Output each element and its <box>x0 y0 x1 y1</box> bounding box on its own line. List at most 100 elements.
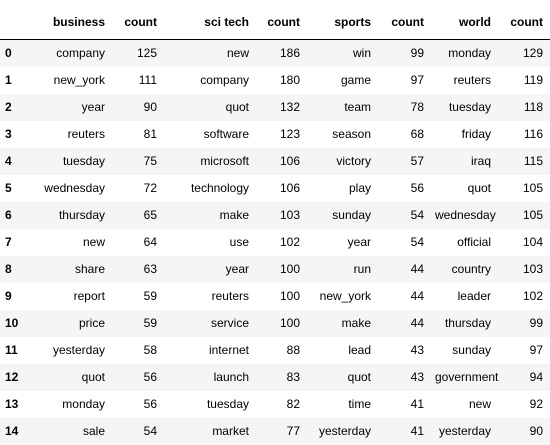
word-cell: quot <box>347 370 371 384</box>
row-index: 12 <box>5 370 19 384</box>
word-cell: thursday <box>444 316 491 330</box>
count-cell: 118 <box>523 100 543 114</box>
count-cell: 82 <box>286 397 300 411</box>
count-cell: 78 <box>410 100 424 114</box>
count-cell: 57 <box>410 154 424 168</box>
row-index: 10 <box>5 316 19 330</box>
count-cell: 44 <box>410 289 424 303</box>
index-header <box>0 6 31 40</box>
count-cell: 100 <box>279 262 300 276</box>
header-row: business count sci tech count sports count wor… <box>0 6 550 40</box>
count-cell: 115 <box>523 154 543 168</box>
word-cell: make <box>219 208 249 222</box>
table-body: 0 company 125 new 186 win 99 monday 129 1 new_york… <box>0 39 550 445</box>
count-cell: 44 <box>410 316 424 330</box>
word-cell: country <box>451 262 491 276</box>
word-cell: wednesday <box>435 208 496 222</box>
row-index: 6 <box>5 208 12 222</box>
word-cell: victory <box>336 154 371 168</box>
count-cell: 102 <box>279 235 300 249</box>
count-cell: 99 <box>529 316 543 330</box>
count-cell: 54 <box>410 208 424 222</box>
word-cell: company <box>200 73 249 87</box>
table-row: 10 price 59 service 100 make 44 thursday 99 <box>0 310 550 337</box>
count-cell: 83 <box>286 370 300 384</box>
count-cell: 97 <box>529 343 543 357</box>
word-cell: microsoft <box>200 154 249 168</box>
count-cell: 43 <box>410 343 424 357</box>
word-cell: quot <box>467 181 491 195</box>
count-cell: 58 <box>143 343 157 357</box>
table-row: 0 company 125 new 186 win 99 monday 129 <box>0 39 550 67</box>
count-cell: 104 <box>522 235 543 249</box>
count-cell: 56 <box>143 397 157 411</box>
word-cell: friday <box>461 127 491 141</box>
word-cell: year <box>225 262 249 276</box>
row-index: 7 <box>5 235 12 249</box>
word-cell: sunday <box>452 343 491 357</box>
table-row: 3 reuters 81 software 123 season 68 friday 116 <box>0 121 550 148</box>
table-row: 4 tuesday 75 microsoft 106 victory 57 iraq 115 <box>0 148 550 175</box>
word-cell: tuesday <box>206 397 249 411</box>
count-cell: 111 <box>138 73 157 87</box>
word-cell: software <box>203 127 249 141</box>
count-cell: 75 <box>143 154 157 168</box>
word-cell: run <box>353 262 371 276</box>
table-row: 8 share 63 year 100 run 44 country 103 <box>0 256 550 283</box>
count-cell: 116 <box>523 127 543 141</box>
word-cell: play <box>348 181 371 195</box>
word-cell: season <box>332 127 371 141</box>
word-cell: monday <box>448 46 491 60</box>
count-cell: 186 <box>279 46 300 60</box>
count-cell: 54 <box>143 424 157 438</box>
count-cell: 100 <box>279 316 300 330</box>
row-index: 5 <box>5 181 12 195</box>
count-cell: 119 <box>523 73 543 87</box>
row-index: 14 <box>5 424 19 438</box>
row-index: 4 <box>5 154 12 168</box>
word-cell: yesterday <box>438 424 491 438</box>
count-cell: 68 <box>410 127 424 141</box>
word-cell: new_york <box>319 289 371 303</box>
word-cell: leader <box>457 289 491 303</box>
count-cell: 103 <box>522 262 543 276</box>
row-index: 11 <box>5 343 18 357</box>
word-cell: reuters <box>453 73 491 87</box>
table-row: 9 report 59 reuters 100 new_york 44 leader 102 <box>0 283 550 310</box>
word-cell: technology <box>190 181 249 195</box>
count-cell: 106 <box>279 154 300 168</box>
count-cell: 99 <box>410 46 424 60</box>
count-cell: 44 <box>410 262 424 276</box>
word-cell: monday <box>62 397 105 411</box>
column-header: sci tech <box>164 6 256 40</box>
count-cell: 64 <box>143 235 157 249</box>
word-cell: report <box>73 289 105 303</box>
word-cell: lead <box>348 343 371 357</box>
table-row: 1 new_york 111 company 180 game 97 reuters 119 <box>0 67 550 94</box>
count-cell: 59 <box>143 289 157 303</box>
count-cell: 92 <box>529 397 543 411</box>
word-cell: use <box>229 235 249 249</box>
word-cell: win <box>352 46 371 60</box>
row-index: 0 <box>5 46 12 60</box>
word-cell: game <box>340 73 371 87</box>
word-cell: service <box>210 316 249 330</box>
table-row: 2 year 90 quot 132 team 78 tuesday 118 <box>0 94 550 121</box>
count-cell: 90 <box>529 424 543 438</box>
count-cell: 102 <box>522 289 543 303</box>
count-cell: 59 <box>143 316 157 330</box>
word-cell: company <box>56 46 105 60</box>
word-cell: tuesday <box>62 154 105 168</box>
table-row: 13 monday 56 tuesday 82 time 41 new 92 <box>0 391 550 418</box>
word-cell: thursday <box>58 208 105 222</box>
word-cell: wednesday <box>44 181 105 195</box>
word-cell: iraq <box>470 154 491 168</box>
count-cell: 63 <box>143 262 157 276</box>
count-cell: 77 <box>286 424 300 438</box>
count-cell: 105 <box>522 208 543 222</box>
count-cell: 56 <box>143 370 157 384</box>
column-header: business <box>31 6 112 40</box>
count-cell: 88 <box>286 343 300 357</box>
word-cell: government <box>435 370 499 384</box>
